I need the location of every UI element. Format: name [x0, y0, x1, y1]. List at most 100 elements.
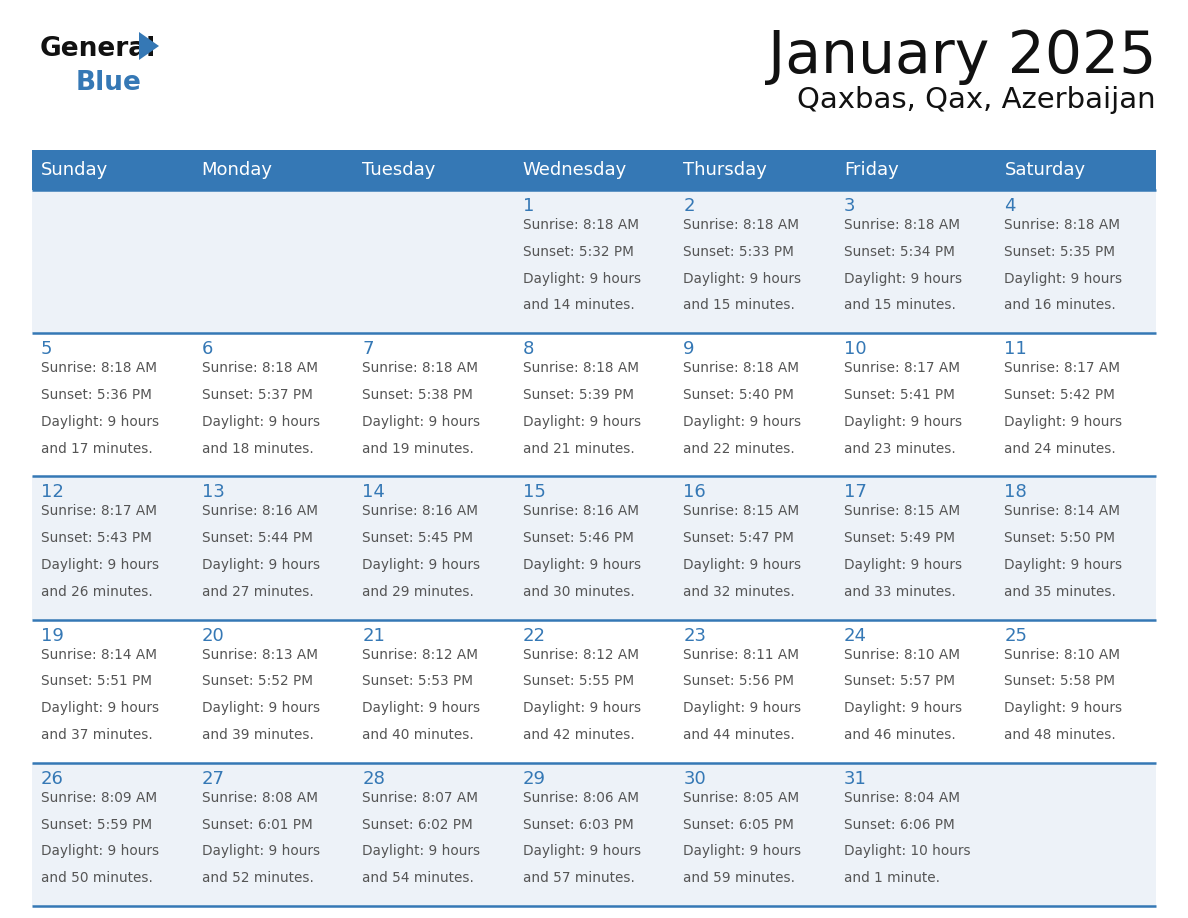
Text: Sunset: 5:34 PM: Sunset: 5:34 PM: [843, 245, 955, 259]
Text: 16: 16: [683, 484, 706, 501]
Text: Sunset: 6:05 PM: Sunset: 6:05 PM: [683, 818, 794, 832]
Text: 22: 22: [523, 627, 545, 644]
Text: 26: 26: [42, 770, 64, 788]
Text: and 37 minutes.: and 37 minutes.: [42, 728, 153, 742]
Text: and 21 minutes.: and 21 minutes.: [523, 442, 634, 455]
Text: 10: 10: [843, 341, 866, 358]
Text: Monday: Monday: [202, 161, 272, 179]
Text: Sunrise: 8:11 AM: Sunrise: 8:11 AM: [683, 647, 800, 662]
Text: Daylight: 9 hours: Daylight: 9 hours: [683, 701, 802, 715]
Text: Sunrise: 8:16 AM: Sunrise: 8:16 AM: [523, 504, 639, 519]
Text: 4: 4: [1004, 197, 1016, 215]
Text: Sunset: 6:02 PM: Sunset: 6:02 PM: [362, 818, 473, 832]
Text: and 29 minutes.: and 29 minutes.: [362, 585, 474, 599]
Text: and 59 minutes.: and 59 minutes.: [683, 871, 795, 885]
Text: Sunrise: 8:10 AM: Sunrise: 8:10 AM: [843, 647, 960, 662]
Text: Sunset: 5:49 PM: Sunset: 5:49 PM: [843, 532, 955, 545]
Text: Sunrise: 8:14 AM: Sunrise: 8:14 AM: [42, 647, 157, 662]
Text: Daylight: 9 hours: Daylight: 9 hours: [1004, 272, 1123, 285]
Text: and 50 minutes.: and 50 minutes.: [42, 871, 153, 885]
Text: Sunset: 5:51 PM: Sunset: 5:51 PM: [42, 675, 152, 688]
Text: Sunrise: 8:07 AM: Sunrise: 8:07 AM: [362, 790, 478, 805]
Text: 31: 31: [843, 770, 867, 788]
Text: 6: 6: [202, 341, 213, 358]
Text: 19: 19: [42, 627, 64, 644]
Bar: [32, 620, 1156, 763]
Text: Daylight: 9 hours: Daylight: 9 hours: [523, 701, 640, 715]
Text: and 24 minutes.: and 24 minutes.: [1004, 442, 1117, 455]
Text: 2: 2: [683, 197, 695, 215]
Text: and 52 minutes.: and 52 minutes.: [202, 871, 314, 885]
Bar: [32, 333, 1156, 476]
Text: and 32 minutes.: and 32 minutes.: [683, 585, 795, 599]
Text: Sunrise: 8:16 AM: Sunrise: 8:16 AM: [202, 504, 317, 519]
Text: Sunset: 6:06 PM: Sunset: 6:06 PM: [843, 818, 955, 832]
Text: 29: 29: [523, 770, 545, 788]
Text: and 30 minutes.: and 30 minutes.: [523, 585, 634, 599]
Text: Sunrise: 8:18 AM: Sunrise: 8:18 AM: [683, 361, 800, 375]
Text: Daylight: 9 hours: Daylight: 9 hours: [683, 272, 802, 285]
Text: Sunset: 5:33 PM: Sunset: 5:33 PM: [683, 245, 794, 259]
Text: Daylight: 10 hours: Daylight: 10 hours: [843, 845, 971, 858]
Text: Sunset: 5:43 PM: Sunset: 5:43 PM: [42, 532, 152, 545]
Bar: [32, 190, 1156, 333]
Text: Daylight: 9 hours: Daylight: 9 hours: [683, 415, 802, 429]
Text: Daylight: 9 hours: Daylight: 9 hours: [202, 845, 320, 858]
Text: Sunrise: 8:17 AM: Sunrise: 8:17 AM: [1004, 361, 1120, 375]
Text: and 15 minutes.: and 15 minutes.: [843, 298, 955, 312]
Text: 30: 30: [683, 770, 706, 788]
Text: Sunrise: 8:18 AM: Sunrise: 8:18 AM: [362, 361, 478, 375]
Text: Sunrise: 8:17 AM: Sunrise: 8:17 AM: [843, 361, 960, 375]
Text: Sunrise: 8:18 AM: Sunrise: 8:18 AM: [202, 361, 317, 375]
Text: 18: 18: [1004, 484, 1028, 501]
Text: and 16 minutes.: and 16 minutes.: [1004, 298, 1117, 312]
Text: Sunrise: 8:06 AM: Sunrise: 8:06 AM: [523, 790, 639, 805]
Text: and 27 minutes.: and 27 minutes.: [202, 585, 314, 599]
Text: Sunrise: 8:16 AM: Sunrise: 8:16 AM: [362, 504, 478, 519]
Text: Sunset: 5:56 PM: Sunset: 5:56 PM: [683, 675, 795, 688]
Text: Sunset: 5:44 PM: Sunset: 5:44 PM: [202, 532, 312, 545]
Text: Daylight: 9 hours: Daylight: 9 hours: [202, 415, 320, 429]
Text: Daylight: 9 hours: Daylight: 9 hours: [843, 415, 962, 429]
Text: 20: 20: [202, 627, 225, 644]
Text: 9: 9: [683, 341, 695, 358]
Text: Sunrise: 8:09 AM: Sunrise: 8:09 AM: [42, 790, 157, 805]
Text: 11: 11: [1004, 341, 1028, 358]
Text: Daylight: 9 hours: Daylight: 9 hours: [523, 415, 640, 429]
Text: Sunset: 6:03 PM: Sunset: 6:03 PM: [523, 818, 633, 832]
Text: Sunset: 5:41 PM: Sunset: 5:41 PM: [843, 388, 955, 402]
Text: Sunset: 5:37 PM: Sunset: 5:37 PM: [202, 388, 312, 402]
Text: and 46 minutes.: and 46 minutes.: [843, 728, 955, 742]
Text: 1: 1: [523, 197, 535, 215]
Text: Sunrise: 8:12 AM: Sunrise: 8:12 AM: [523, 647, 639, 662]
Text: Sunset: 5:39 PM: Sunset: 5:39 PM: [523, 388, 633, 402]
Text: Daylight: 9 hours: Daylight: 9 hours: [843, 701, 962, 715]
Text: 21: 21: [362, 627, 385, 644]
Text: Sunrise: 8:13 AM: Sunrise: 8:13 AM: [202, 647, 317, 662]
Text: Sunset: 5:32 PM: Sunset: 5:32 PM: [523, 245, 633, 259]
Text: and 42 minutes.: and 42 minutes.: [523, 728, 634, 742]
Text: Daylight: 9 hours: Daylight: 9 hours: [1004, 415, 1123, 429]
Text: Daylight: 9 hours: Daylight: 9 hours: [42, 845, 159, 858]
Text: Daylight: 9 hours: Daylight: 9 hours: [1004, 558, 1123, 572]
Text: Sunset: 5:35 PM: Sunset: 5:35 PM: [1004, 245, 1116, 259]
Polygon shape: [139, 32, 159, 60]
Text: 5: 5: [42, 341, 52, 358]
Text: Daylight: 9 hours: Daylight: 9 hours: [523, 558, 640, 572]
Text: Sunrise: 8:18 AM: Sunrise: 8:18 AM: [42, 361, 157, 375]
Text: Sunrise: 8:18 AM: Sunrise: 8:18 AM: [683, 218, 800, 232]
Bar: [32, 150, 1156, 190]
Text: 3: 3: [843, 197, 855, 215]
Text: Sunrise: 8:08 AM: Sunrise: 8:08 AM: [202, 790, 317, 805]
Text: Sunrise: 8:12 AM: Sunrise: 8:12 AM: [362, 647, 478, 662]
Text: and 17 minutes.: and 17 minutes.: [42, 442, 153, 455]
Text: and 39 minutes.: and 39 minutes.: [202, 728, 314, 742]
Text: Sunset: 5:42 PM: Sunset: 5:42 PM: [1004, 388, 1116, 402]
Bar: [32, 476, 1156, 620]
Text: and 48 minutes.: and 48 minutes.: [1004, 728, 1117, 742]
Text: Sunset: 5:55 PM: Sunset: 5:55 PM: [523, 675, 634, 688]
Text: Sunset: 5:59 PM: Sunset: 5:59 PM: [42, 818, 152, 832]
Text: Sunset: 5:52 PM: Sunset: 5:52 PM: [202, 675, 312, 688]
Text: and 14 minutes.: and 14 minutes.: [523, 298, 634, 312]
Text: Sunrise: 8:18 AM: Sunrise: 8:18 AM: [1004, 218, 1120, 232]
